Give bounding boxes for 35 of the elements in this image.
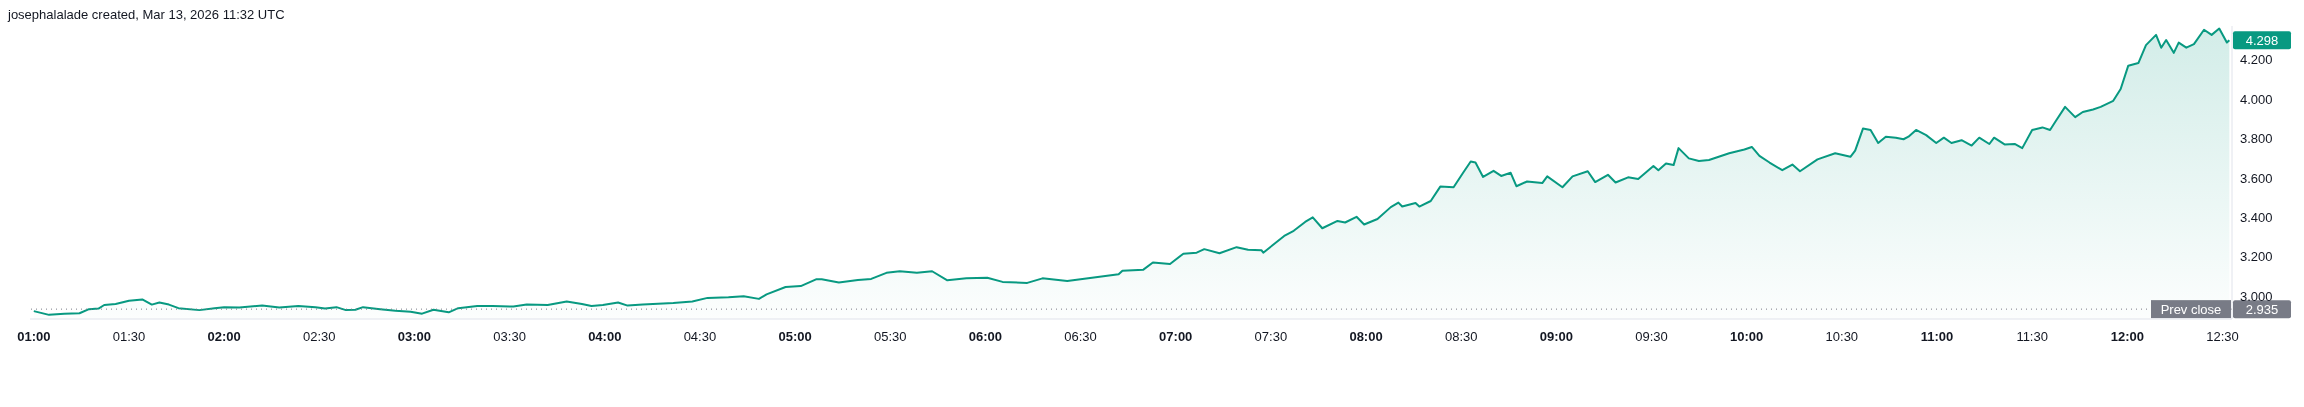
y-tick-label: 3.600 [2240, 170, 2273, 186]
text: josephalalade created, Mar 13, 2026 11:32 UTC [8, 7, 285, 22]
x-tick-label: 07:00 [1159, 329, 1193, 344]
ref-line-label: Prev close [2160, 302, 2222, 318]
x-tick-label: 03:00 [397, 329, 432, 344]
y-tick-label: 3.800 [2240, 131, 2273, 147]
text: 4.298 [2245, 33, 2279, 49]
y-tick-label: 4.200 [2240, 52, 2273, 68]
y-tick-label: 4.000 [2240, 91, 2273, 107]
x-tick-label: 01:00 [17, 329, 51, 344]
x-tick-label: 09:00 [1539, 329, 1573, 344]
text: 2.935 [2245, 302, 2279, 318]
x-tick-label: 10:00 [1730, 329, 1764, 344]
x-tick-label: 05:30 [873, 329, 907, 344]
x-tick-label: 12:00 [2110, 329, 2144, 344]
x-tick-label: 09:30 [1635, 329, 1668, 344]
x-tick-label: 02:00 [207, 329, 241, 344]
x-tick-label: 08:30 [1444, 329, 1478, 344]
y-tick-label: 3.200 [2240, 249, 2273, 265]
x-tick-label: 10:30 [1825, 329, 1859, 344]
x-tick-label: 11:30 [2016, 329, 2048, 344]
x-tick-label: 06:30 [1064, 329, 1097, 344]
y-tick-label: 3.000 [2240, 288, 2273, 304]
x-tick-label: 11:00 [1920, 329, 1954, 344]
x-tick-label: 05:00 [778, 329, 812, 344]
x-tick-label: 01:30 [112, 329, 146, 344]
x-tick-label: 12:30 [2206, 329, 2239, 344]
x-tick-label: 03:30 [493, 329, 526, 344]
x-tick-label: 06:00 [968, 329, 1003, 344]
x-tick-label: 02:30 [303, 329, 336, 344]
y-tick-label: 3.400 [2240, 210, 2273, 225]
x-tick-label: 04:00 [588, 329, 622, 344]
x-tick-label: 04:30 [683, 329, 717, 344]
x-tick-label: 08:00 [1349, 329, 1383, 344]
x-tick-label: 07:30 [1254, 329, 1288, 344]
